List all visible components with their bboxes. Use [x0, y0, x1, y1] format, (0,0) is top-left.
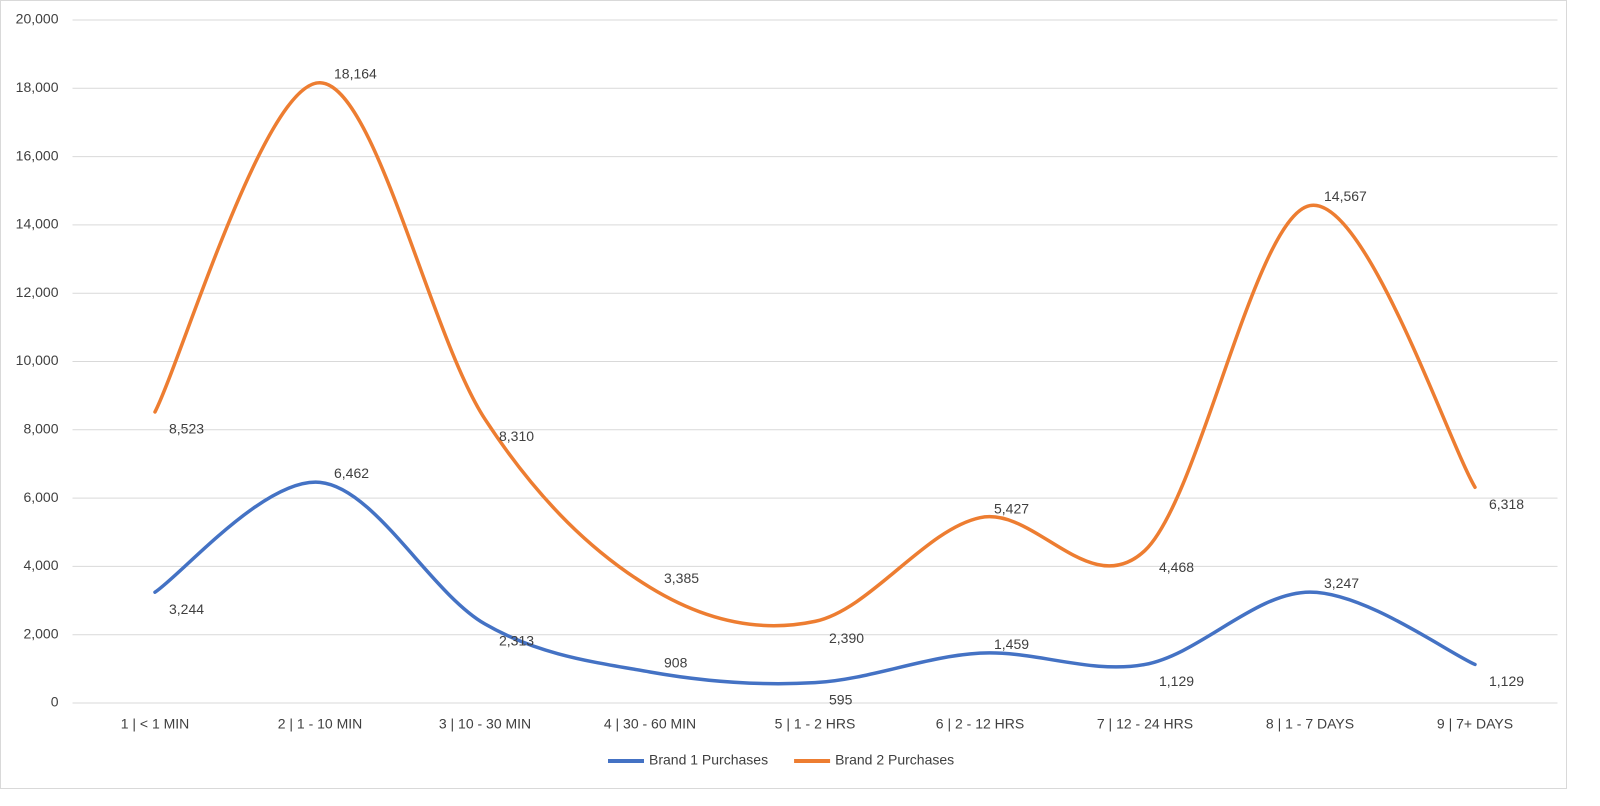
data-label: 8,310 — [499, 428, 534, 444]
series-line — [153, 480, 1477, 686]
data-label: 3,247 — [1324, 575, 1359, 591]
y-tick-label: 6,000 — [23, 489, 58, 505]
data-label: 8,523 — [169, 421, 204, 437]
data-label: 5,427 — [994, 500, 1029, 516]
x-tick-label: 6 | 2 - 12 HRS — [936, 716, 1024, 732]
y-tick-label: 2,000 — [23, 625, 58, 641]
x-tick-label: 2 | 1 - 10 MIN — [278, 716, 363, 732]
chart-border — [0, 0, 1567, 789]
data-label: 6,462 — [334, 465, 369, 481]
x-tick-label: 4 | 30 - 60 MIN — [604, 716, 696, 732]
data-label: 3,244 — [169, 601, 204, 617]
data-label: 1,459 — [994, 636, 1029, 652]
data-label: 4,468 — [1159, 559, 1194, 575]
data-label: 595 — [829, 691, 853, 707]
y-tick-label: 14,000 — [16, 216, 59, 232]
y-tick-label: 16,000 — [16, 147, 59, 163]
data-label: 2,313 — [499, 633, 534, 649]
y-tick-label: 20,000 — [16, 11, 59, 27]
data-label: 2,390 — [829, 630, 864, 646]
x-tick-label: 3 | 10 - 30 MIN — [439, 716, 531, 732]
x-tick-label: 9 | 7+ DAYS — [1437, 716, 1513, 732]
y-tick-label: 8,000 — [23, 421, 58, 437]
data-label: 18,164 — [334, 65, 377, 81]
legend-label: Brand 1 Purchases — [649, 752, 768, 768]
y-tick-label: 12,000 — [16, 284, 59, 300]
data-label: 1,129 — [1159, 673, 1194, 689]
y-tick-label: 4,000 — [23, 557, 58, 573]
data-label: 1,129 — [1489, 673, 1524, 689]
x-tick-label: 1 | < 1 MIN — [121, 716, 190, 732]
x-tick-label: 8 | 1 - 7 DAYS — [1266, 716, 1354, 732]
y-tick-label: 10,000 — [16, 352, 59, 368]
data-label: 3,385 — [664, 570, 699, 586]
y-tick-label: 18,000 — [16, 79, 59, 95]
data-label: 908 — [664, 655, 688, 671]
y-tick-label: 0 — [51, 694, 59, 710]
x-tick-label: 7 | 12 - 24 HRS — [1097, 716, 1193, 732]
x-tick-label: 5 | 1 - 2 HRS — [775, 716, 856, 732]
data-label: 14,567 — [1324, 188, 1367, 204]
legend-label: Brand 2 Purchases — [835, 752, 954, 768]
series-line — [153, 80, 1477, 628]
data-label: 6,318 — [1489, 496, 1524, 512]
